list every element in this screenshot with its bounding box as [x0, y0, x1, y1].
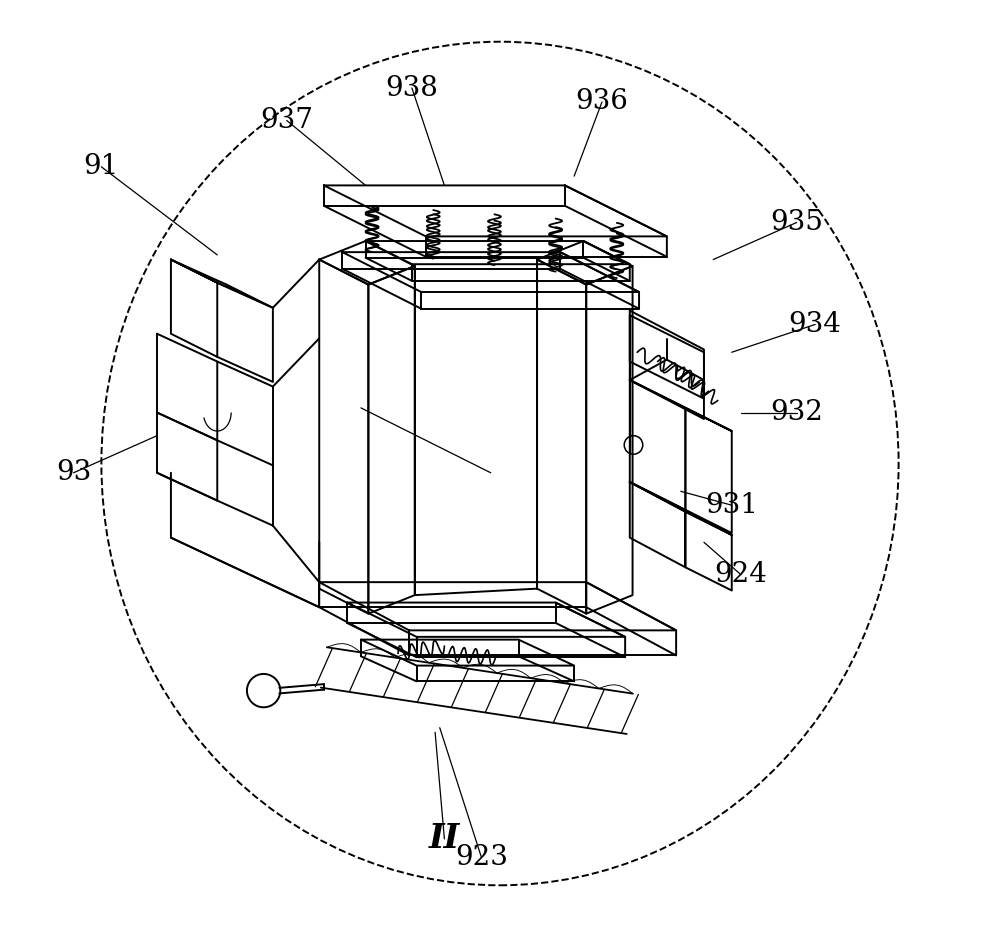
Text: 93: 93	[56, 459, 91, 487]
Text: 932: 932	[770, 399, 823, 426]
Text: 937: 937	[260, 107, 313, 134]
Text: 931: 931	[705, 491, 758, 519]
Text: 936: 936	[576, 88, 628, 116]
Text: 91: 91	[84, 153, 119, 181]
Text: 923: 923	[455, 844, 508, 871]
Text: 924: 924	[715, 561, 767, 589]
Text: 935: 935	[770, 209, 823, 236]
Text: II: II	[429, 822, 460, 856]
Text: 938: 938	[385, 74, 438, 102]
Text: 934: 934	[789, 311, 842, 338]
